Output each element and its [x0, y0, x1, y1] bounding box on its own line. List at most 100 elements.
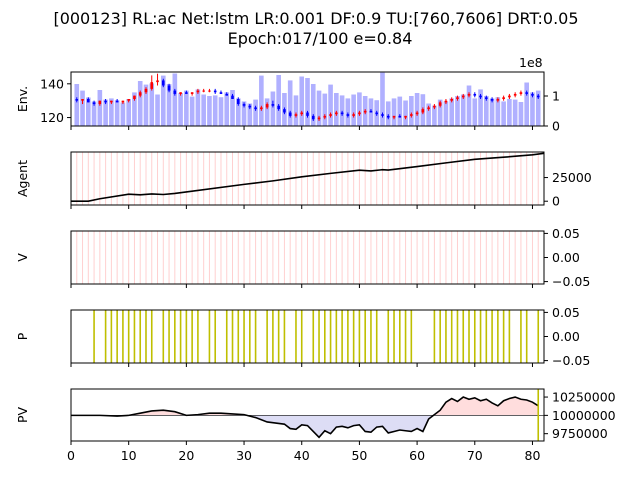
candle-body [133, 95, 136, 99]
y-axis-label: Env. [15, 86, 30, 112]
volume-bar [334, 93, 339, 126]
candle-body [81, 99, 84, 101]
x-tick-label: 70 [467, 448, 483, 463]
candle-body [231, 95, 234, 99]
volume-bar [201, 94, 206, 126]
portfolio-value-line [71, 396, 539, 439]
candle-body [496, 99, 500, 101]
candle-body [98, 100, 102, 105]
volume-bar [501, 101, 506, 126]
x-tick-label: 50 [351, 448, 367, 463]
candle-body [260, 107, 263, 110]
y-tick-label: 0 [552, 194, 560, 209]
y-tick-label: 0.00 [552, 250, 580, 265]
candle-body [185, 92, 188, 94]
volume-bar [310, 84, 316, 126]
chart-title-line-1: [000123] RL:ac Net:lstm LR:0.001 DF:0.9 … [53, 9, 578, 28]
candle-body [277, 105, 280, 110]
x-tick-label: 30 [236, 448, 252, 463]
volume-bar [316, 90, 322, 126]
candle-body [375, 112, 379, 115]
candle-body [433, 105, 436, 108]
volume-bar [397, 96, 403, 126]
candle-body [369, 110, 373, 113]
volume-bar [264, 98, 270, 126]
candle-body [104, 100, 107, 103]
volume-bar [230, 90, 235, 126]
volume-bar [85, 97, 91, 126]
candle-body [288, 112, 292, 116]
candle-body [329, 114, 332, 116]
candle-body [427, 107, 430, 110]
candle-body [317, 117, 321, 120]
candle-body [398, 115, 402, 118]
volume-bar [403, 100, 408, 126]
volume-bar [132, 92, 137, 126]
candle-body [502, 97, 505, 99]
volume-bar [414, 93, 420, 126]
volume-bar [253, 99, 258, 126]
volume-bar [218, 97, 224, 126]
volume-bar [207, 96, 212, 126]
candle-body [121, 100, 125, 103]
volume-bar [155, 94, 160, 126]
candle-body [513, 93, 517, 96]
candle-body [340, 112, 344, 115]
panel-frame [70, 71, 545, 127]
candle-body [248, 105, 252, 108]
candle-body [115, 100, 119, 103]
candle-body [202, 90, 205, 92]
y-tick-label: −0.05 [552, 353, 590, 368]
y-tick-label: 0.00 [552, 329, 580, 344]
volume-bar [91, 101, 97, 126]
candle-body [404, 115, 407, 118]
candle-body [167, 85, 171, 91]
y-tick-label: 0.05 [552, 305, 580, 320]
volume-bar [293, 95, 299, 126]
candle-body [127, 99, 130, 101]
candle-body [213, 90, 217, 93]
candle-body [300, 112, 304, 115]
volume-bar [380, 72, 385, 126]
candle-body [381, 114, 384, 116]
volume-bar [426, 103, 431, 126]
volume-bar [455, 96, 460, 126]
volume-bar [80, 90, 85, 126]
volume-bar [126, 99, 131, 126]
candle-body [219, 92, 223, 94]
volume-bar [524, 82, 530, 126]
volume-bar [160, 75, 166, 126]
x-tick-label: 20 [178, 448, 194, 463]
volume-bar [287, 80, 293, 126]
candle-body [363, 110, 367, 113]
y-tick-label: 10250000 [552, 390, 616, 405]
candle-body [438, 102, 442, 106]
candle-body [283, 109, 286, 113]
candle-body [386, 115, 390, 118]
x-tick-label: 10 [121, 448, 137, 463]
candle-body [508, 95, 511, 98]
candle-body [150, 82, 154, 89]
candle-body [450, 99, 454, 101]
candle-body [138, 92, 142, 96]
candle-body [110, 100, 113, 103]
candle-body [144, 88, 148, 93]
candle-body [456, 97, 459, 99]
volume-bar [276, 75, 281, 126]
volume-bar [149, 83, 155, 126]
volume-bar [114, 100, 120, 126]
y-tick-label: 10000000 [552, 408, 616, 423]
y-tick-label: 9750000 [552, 426, 608, 441]
volume-bar [391, 98, 397, 126]
candle-body [156, 80, 159, 83]
candle-body [190, 92, 194, 94]
candle-body [490, 99, 494, 101]
volume-bar [449, 98, 455, 126]
candle-body [271, 104, 275, 106]
volume-bar [472, 98, 478, 126]
volume-bar [518, 102, 524, 126]
candle-body [173, 90, 177, 94]
candle-body [236, 99, 240, 105]
volume-bar [235, 98, 241, 126]
volume-bar [247, 103, 253, 126]
